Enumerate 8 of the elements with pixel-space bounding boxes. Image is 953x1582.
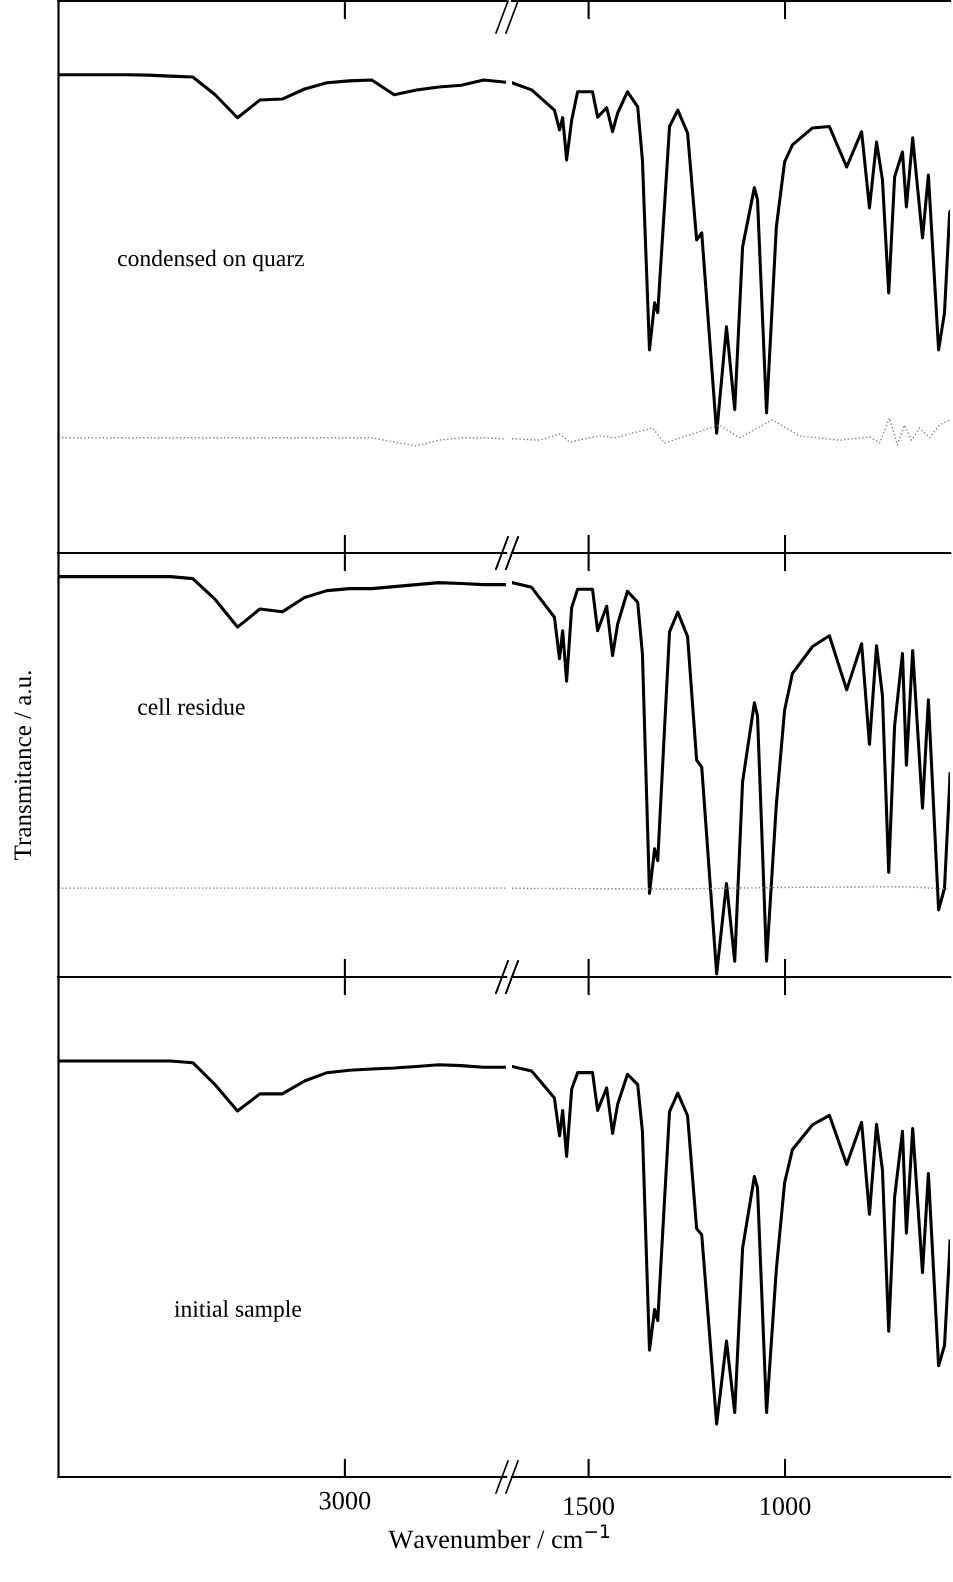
x-axis-title: Wavenumber / cm$^{−1}$ [388, 1524, 610, 1549]
text: 3000 [319, 1491, 371, 1510]
annotation: initial sample [174, 1300, 301, 1322]
x-tick-label: 1500 [564, 1497, 614, 1516]
annotation: condensed on quarz [118, 249, 304, 272]
x-tick-label: 1000 [760, 1497, 811, 1516]
y-axis-title: Transmitance / a.u. [14, 671, 32, 860]
annotation: cell residue [138, 698, 245, 715]
